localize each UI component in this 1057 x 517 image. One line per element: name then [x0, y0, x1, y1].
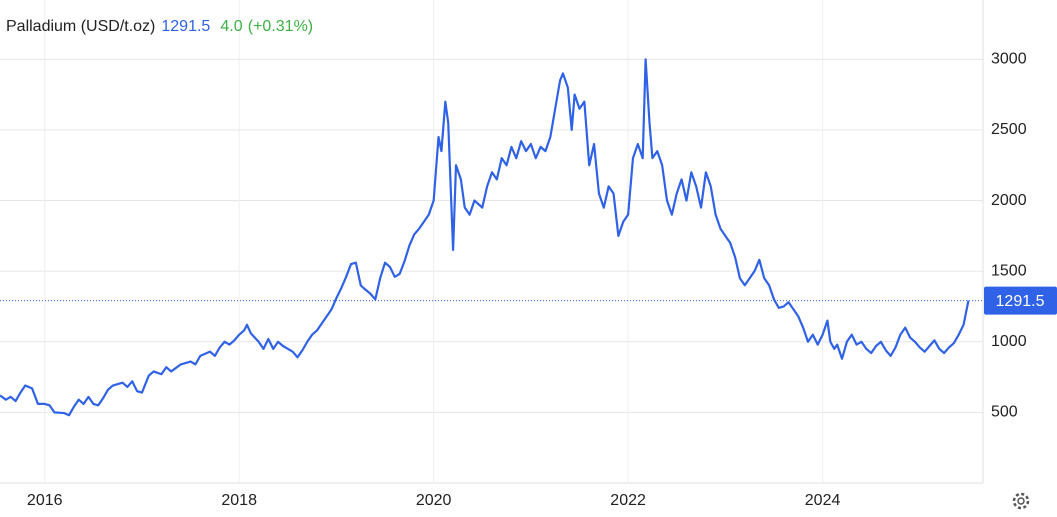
y-tick-label: 2500	[991, 121, 1027, 138]
x-tick-label: 2018	[221, 492, 257, 509]
settings-icon[interactable]	[1012, 492, 1030, 510]
header-change: 4.0	[220, 18, 242, 35]
x-tick-label: 2020	[416, 492, 452, 509]
price-line	[0, 58, 970, 417]
y-tick-label: 3000	[991, 51, 1027, 68]
y-tick-label: 2000	[991, 192, 1027, 209]
y-tick-label: 1000	[991, 333, 1027, 350]
x-tick-label: 2022	[610, 492, 646, 509]
grid	[0, 0, 984, 484]
y-tick-label: 500	[991, 404, 1018, 421]
price-tag	[984, 286, 1057, 315]
gear-hub	[1017, 497, 1025, 505]
x-tick-label: 2024	[805, 492, 841, 509]
header-price: 1291.5	[161, 18, 210, 35]
y-tick-label: 1500	[991, 262, 1027, 279]
x-tick-label: 2016	[27, 492, 63, 509]
chart-title: Palladium (USD/t.oz)	[6, 18, 155, 35]
header-change-percent: (+0.31%)	[248, 18, 313, 35]
price-tag-label: 1291.5	[996, 293, 1045, 310]
gear-teeth	[1012, 492, 1030, 510]
